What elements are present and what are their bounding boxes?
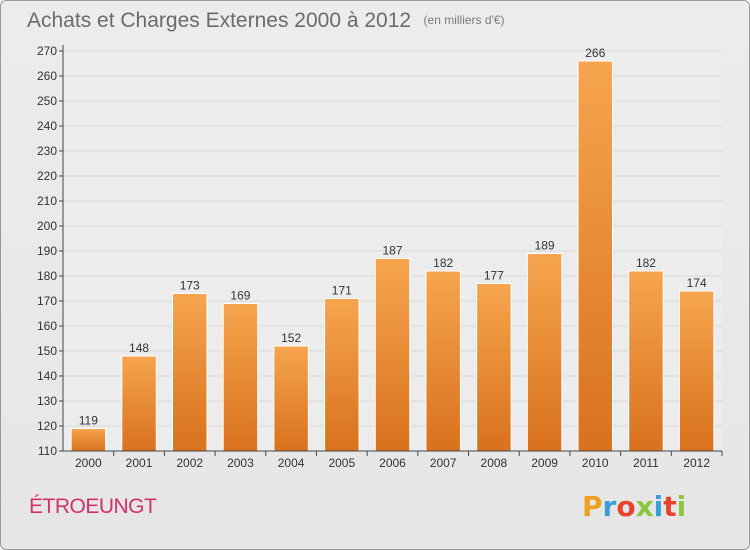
bar: [628, 270, 664, 452]
bar-value-label: 171: [332, 284, 352, 298]
bar-value-label: 177: [484, 269, 504, 283]
logo-letter: x: [635, 490, 654, 523]
bar-value-label: 182: [433, 256, 453, 270]
bar: [425, 270, 461, 452]
y-tick-label: 140: [37, 369, 57, 383]
logo-letter: o: [616, 490, 636, 523]
bar: [678, 290, 715, 452]
bar-value-label: 182: [636, 256, 656, 270]
bar-value-label: 266: [585, 46, 605, 60]
bar: [171, 293, 208, 452]
x-tick-label: 2011: [633, 456, 659, 470]
x-tick-label: 2008: [481, 456, 508, 470]
y-tick-label: 180: [37, 269, 57, 283]
x-tick-label: 2007: [430, 456, 457, 470]
x-tick-label: 2004: [278, 456, 305, 470]
x-tick-label: 2003: [227, 456, 254, 470]
logo-letter: i: [653, 490, 664, 523]
y-tick-label: 240: [37, 119, 57, 133]
y-tick-label: 230: [37, 144, 57, 158]
proxiti-logo[interactable]: Proxiti: [582, 490, 686, 523]
bar-value-label: 148: [129, 341, 149, 355]
y-tick-label: 170: [37, 294, 57, 308]
y-tick-label: 220: [37, 169, 57, 183]
logo-letter: t: [663, 490, 677, 523]
bar-value-label: 174: [687, 276, 707, 290]
bar: [526, 253, 563, 452]
y-tick-label: 260: [37, 69, 57, 83]
x-tick-label: 2000: [75, 456, 102, 470]
bar: [374, 258, 411, 452]
x-tick-label: 2002: [176, 456, 203, 470]
bar-value-label: 173: [180, 279, 200, 293]
chart-subtitle: (en milliers d'€): [423, 13, 505, 27]
x-tick-label: 2010: [582, 456, 609, 470]
bar: [121, 355, 157, 452]
y-tick-label: 270: [37, 44, 57, 58]
logo-letter: r: [602, 490, 617, 523]
bar: [273, 345, 309, 452]
x-tick-label: 2009: [531, 456, 558, 470]
x-tick-label: 2005: [328, 456, 355, 470]
x-tick-label: 2012: [683, 456, 710, 470]
bar: [577, 60, 614, 452]
logo-letter: i: [676, 490, 687, 523]
bar-value-label: 189: [535, 239, 555, 253]
x-tick-label: 2006: [379, 456, 406, 470]
y-tick-label: 120: [37, 419, 57, 433]
y-tick-label: 250: [37, 94, 57, 108]
title-row: Achats et Charges Externes 2000 à 2012 (…: [27, 9, 505, 33]
x-tick-label: 2001: [126, 456, 153, 470]
y-tick-label: 210: [37, 194, 57, 208]
bar-value-label: 152: [281, 331, 301, 345]
bar: [70, 428, 107, 452]
logo-letter: P: [582, 490, 603, 523]
chart-title: Achats et Charges Externes 2000 à 2012: [27, 9, 412, 32]
y-tick-label: 150: [37, 344, 57, 358]
bar-value-label: 187: [382, 244, 402, 258]
y-tick-label: 110: [38, 444, 57, 458]
bar-value-label: 169: [230, 289, 250, 303]
bar: [324, 298, 360, 452]
y-tick-label: 200: [37, 219, 57, 233]
bar-value-label: 119: [79, 414, 98, 428]
y-tick-label: 190: [37, 244, 57, 258]
commune-name: ÉTROEUNGT: [29, 495, 157, 518]
bar: [222, 303, 259, 452]
y-tick-label: 160: [37, 319, 57, 333]
y-tick-label: 130: [37, 394, 57, 408]
bar: [476, 283, 512, 452]
